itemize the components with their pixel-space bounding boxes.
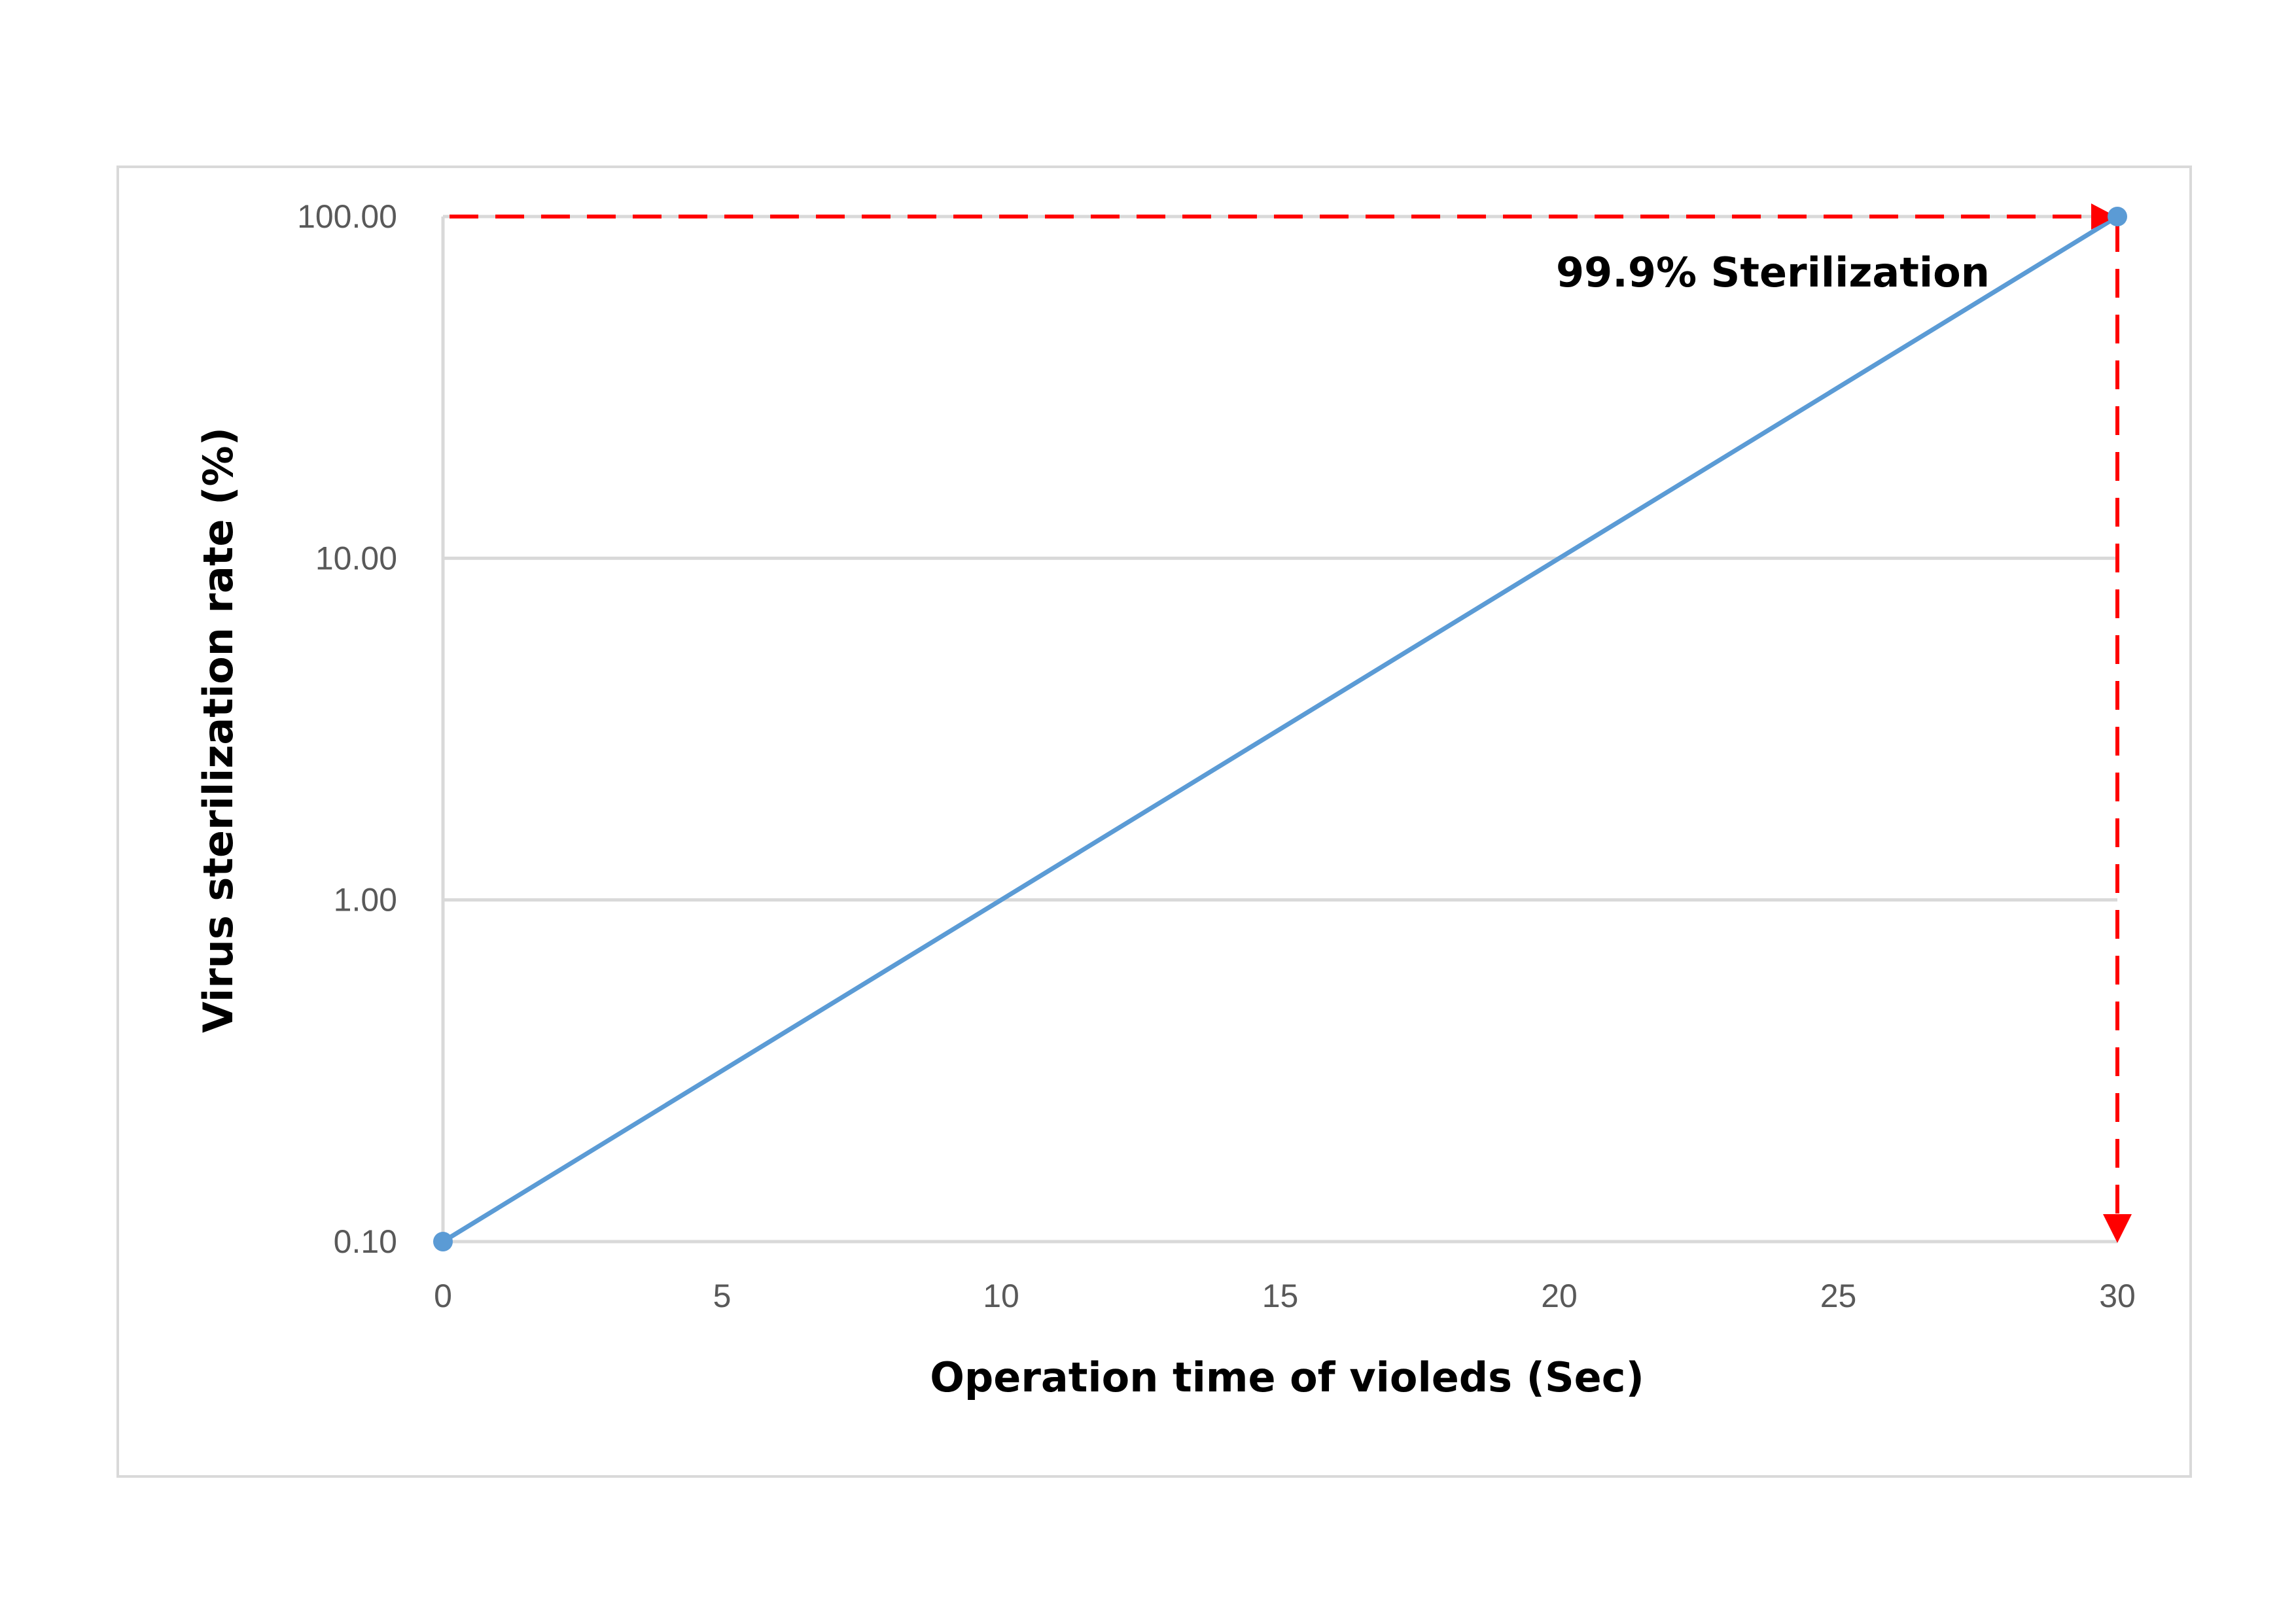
- x-axis-title: Operation time of violeds (Sec): [930, 1353, 1644, 1401]
- annotation-arrowhead-down: [2103, 1214, 2132, 1243]
- y-tick-label: 0.10: [334, 1223, 397, 1260]
- y-axis-title: Virus sterilization rate (%): [194, 427, 242, 1033]
- x-tick-label: 30: [2099, 1278, 2136, 1314]
- y-tick-label: 10.00: [315, 540, 397, 576]
- x-tick-labels: 0 5 10 15 20 25 30: [434, 1278, 2136, 1314]
- data-point: [433, 1232, 453, 1251]
- x-tick-label: 10: [983, 1278, 1019, 1314]
- data-point: [2108, 207, 2127, 226]
- y-tick-label: 1.00: [334, 882, 397, 918]
- x-tick-label: 25: [1820, 1278, 1857, 1314]
- annotation-label: 99.9% Sterilization: [1556, 249, 1990, 296]
- series-line-path: [440, 214, 2120, 1244]
- x-tick-label: 5: [713, 1278, 732, 1314]
- data-points: [433, 207, 2127, 1251]
- x-tick-label: 0: [434, 1278, 452, 1314]
- axes: [441, 217, 2117, 1244]
- annotation: [450, 203, 2132, 1243]
- series-line: [440, 214, 2120, 1244]
- annotation-arrowhead-right: [2091, 203, 2116, 230]
- y-tick-labels: 0.10 1.00 10.00 100.00: [297, 198, 397, 1260]
- y-tick-label: 100.00: [297, 198, 397, 235]
- x-tick-label: 20: [1541, 1278, 1578, 1314]
- x-tick-label: 15: [1262, 1278, 1299, 1314]
